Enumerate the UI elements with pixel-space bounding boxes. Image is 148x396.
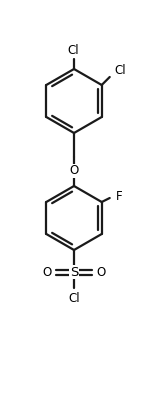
Text: Cl: Cl — [67, 44, 79, 57]
Text: Cl: Cl — [114, 63, 126, 76]
Text: O: O — [42, 265, 52, 278]
Text: O: O — [69, 164, 79, 177]
Text: O: O — [96, 265, 106, 278]
Text: S: S — [70, 265, 78, 278]
Text: Cl: Cl — [68, 293, 80, 305]
Text: F: F — [115, 190, 122, 202]
